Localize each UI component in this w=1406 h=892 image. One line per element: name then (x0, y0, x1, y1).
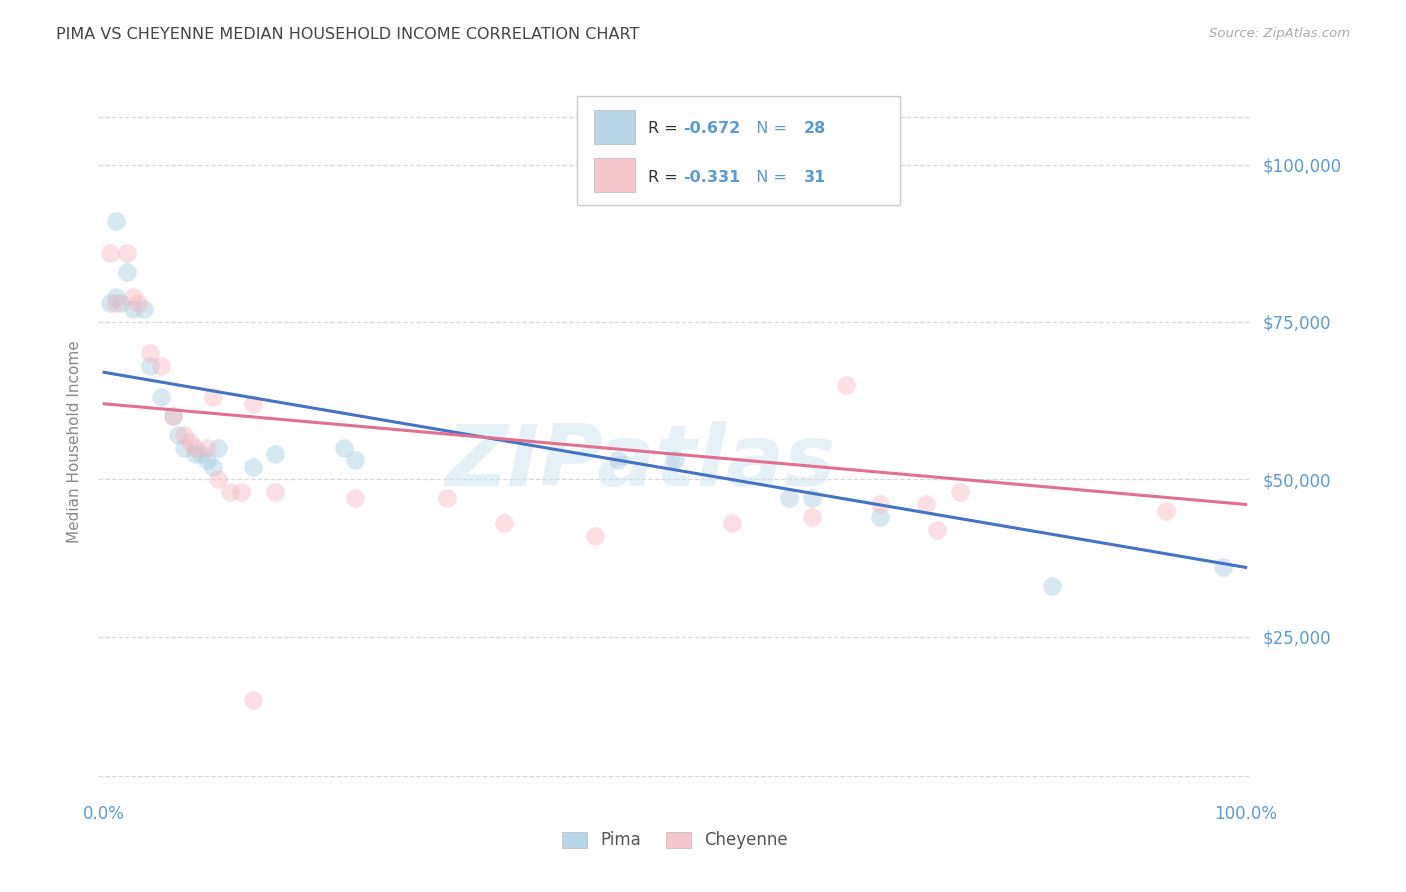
Point (167, 428, 190, 442)
Text: -0.331: -0.331 (683, 169, 740, 185)
Point (207, 441, 229, 455)
Point (104, 290, 127, 304)
Text: R =: R = (648, 169, 683, 185)
Y-axis label: Median Household Income: Median Household Income (67, 340, 83, 543)
Point (436, 491, 458, 505)
Point (139, 359, 162, 373)
Point (333, 441, 356, 455)
Point (184, 441, 207, 455)
Point (664, 453, 686, 467)
Point (344, 491, 367, 505)
Point (800, 510, 823, 524)
Point (721, 516, 744, 531)
Point (201, 391, 224, 405)
Text: N =: N = (747, 121, 793, 136)
Point (190, 447, 212, 461)
Point (264, 484, 287, 499)
FancyBboxPatch shape (595, 110, 634, 144)
Point (242, 397, 264, 411)
Point (173, 441, 195, 455)
Point (583, 529, 606, 543)
Legend: Pima, Cheyenne: Pima, Cheyenne (555, 825, 794, 856)
Point (927, 523, 949, 537)
Point (173, 428, 195, 442)
Point (606, 453, 628, 467)
Point (1040, 579, 1063, 593)
Text: R =: R = (648, 121, 683, 136)
Point (800, 491, 823, 505)
Point (150, 359, 173, 373)
Point (492, 516, 515, 531)
Point (132, 302, 155, 317)
Point (121, 290, 143, 304)
Point (915, 498, 938, 512)
Point (98, 296, 121, 310)
Point (121, 302, 143, 317)
Text: -0.672: -0.672 (683, 121, 740, 136)
Text: PIMA VS CHEYENNE MEDIAN HOUSEHOLD INCOME CORRELATION CHART: PIMA VS CHEYENNE MEDIAN HOUSEHOLD INCOME… (56, 27, 640, 42)
Text: N =: N = (747, 169, 793, 185)
Point (835, 378, 858, 392)
Point (869, 510, 891, 524)
FancyBboxPatch shape (595, 158, 634, 192)
Point (139, 346, 162, 360)
Point (778, 491, 800, 505)
Point (869, 498, 891, 512)
Point (207, 472, 229, 486)
Text: Source: ZipAtlas.com: Source: ZipAtlas.com (1209, 27, 1350, 40)
Point (98, 245, 121, 260)
Point (184, 447, 207, 461)
Point (127, 296, 149, 310)
Point (115, 265, 138, 279)
Point (195, 453, 218, 467)
Point (150, 391, 173, 405)
Point (110, 296, 132, 310)
Text: 31: 31 (804, 169, 827, 185)
Point (242, 692, 264, 706)
Point (162, 409, 184, 424)
Point (104, 296, 127, 310)
Point (195, 441, 218, 455)
Point (264, 447, 287, 461)
Point (179, 434, 201, 449)
Point (162, 409, 184, 424)
Point (344, 453, 367, 467)
Point (115, 245, 138, 260)
Point (104, 214, 127, 228)
FancyBboxPatch shape (576, 96, 900, 205)
Point (1154, 504, 1177, 518)
Point (949, 484, 972, 499)
Point (229, 484, 252, 499)
Point (1212, 560, 1234, 574)
Point (201, 459, 224, 474)
Point (218, 484, 240, 499)
Text: 28: 28 (804, 121, 827, 136)
Text: ZIPatlas: ZIPatlas (446, 421, 835, 504)
Point (242, 459, 264, 474)
